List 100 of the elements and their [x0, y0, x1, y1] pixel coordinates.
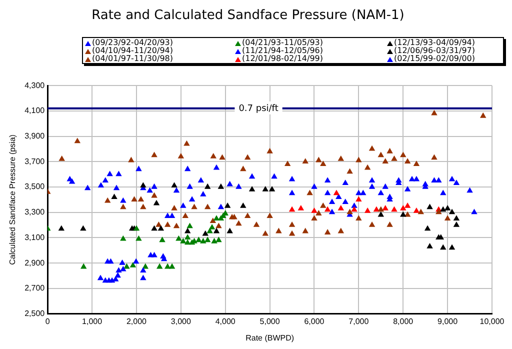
y-tick-label: 4,300 [24, 80, 46, 90]
point [444, 205, 450, 210]
point [374, 206, 380, 212]
chart-title: Rate and Calculated Sandface Pressure (NAM-1) [92, 8, 404, 24]
point [178, 153, 184, 158]
point [216, 237, 222, 242]
point [324, 206, 330, 212]
point [184, 228, 190, 234]
point [400, 205, 406, 210]
point [262, 230, 268, 236]
legend-label: (12/06/96-03/31/97) [393, 46, 476, 55]
point [187, 184, 193, 189]
point [431, 154, 437, 160]
x-tick-label: 9,000 [438, 316, 458, 326]
point [449, 176, 455, 182]
point [74, 138, 80, 144]
point [198, 178, 204, 182]
point [196, 237, 202, 242]
point [184, 234, 190, 240]
y-tick-label: 3,100 [24, 232, 46, 242]
point [98, 182, 104, 188]
point [289, 190, 295, 196]
y-tick-label: 3,700 [24, 156, 46, 166]
point [212, 238, 218, 244]
point [336, 194, 342, 199]
point [347, 209, 353, 214]
point [449, 209, 455, 214]
point [158, 226, 164, 231]
point [324, 178, 330, 182]
point [176, 236, 182, 241]
point [227, 181, 233, 186]
point [204, 184, 210, 189]
point [378, 152, 384, 158]
point [187, 223, 193, 228]
point [400, 152, 406, 158]
x-tick-label: 5,000 [260, 316, 280, 326]
point [128, 157, 134, 162]
point [180, 202, 186, 208]
point [184, 166, 190, 172]
point [112, 194, 118, 199]
point [329, 209, 335, 214]
point [378, 206, 384, 212]
point [120, 260, 126, 265]
point [116, 171, 122, 176]
point [311, 216, 317, 221]
point [216, 223, 222, 228]
point [289, 206, 295, 212]
point [80, 226, 86, 231]
point [404, 158, 410, 164]
x-tick-label: 10,000 [480, 316, 505, 326]
point [356, 196, 362, 202]
x-tick-label: 0 [45, 316, 50, 326]
point [378, 190, 384, 196]
point [356, 157, 362, 162]
point [154, 200, 160, 206]
x-tick-label: 1,000 [82, 316, 103, 326]
point [98, 275, 104, 280]
point [311, 208, 317, 213]
point [220, 154, 226, 160]
legend-label: (09/23/92-04/20/93) [91, 38, 174, 47]
point [440, 244, 446, 250]
point [369, 222, 375, 227]
point [404, 186, 410, 192]
point [324, 230, 330, 234]
point [240, 166, 246, 172]
point [391, 206, 397, 212]
point [356, 216, 362, 221]
point [424, 226, 430, 231]
point [454, 180, 460, 186]
point [138, 196, 144, 202]
point [120, 198, 126, 203]
point [156, 222, 162, 227]
point [210, 218, 216, 224]
point [254, 222, 260, 227]
point [204, 237, 210, 242]
point [269, 186, 275, 192]
point [192, 204, 198, 210]
point [400, 212, 406, 217]
y-axis-title: Calculated Sandface Pressure (psia) [8, 134, 18, 265]
point [214, 164, 220, 170]
point [431, 110, 437, 116]
point [189, 196, 195, 202]
point [418, 209, 424, 214]
point [160, 237, 166, 242]
point [449, 244, 455, 250]
y-tick-label: 2,500 [24, 309, 46, 318]
point [467, 188, 473, 193]
point [409, 176, 415, 182]
point [182, 213, 188, 218]
point [152, 192, 158, 198]
point [414, 161, 420, 166]
point [174, 188, 180, 193]
point [356, 190, 362, 196]
point [289, 230, 295, 236]
point [114, 185, 120, 190]
x-tick-label: 6,000 [304, 316, 325, 326]
x-tick-label: 8,000 [393, 316, 414, 326]
point [180, 238, 186, 244]
y-tick-label: 2,700 [24, 284, 46, 293]
point [104, 198, 110, 203]
